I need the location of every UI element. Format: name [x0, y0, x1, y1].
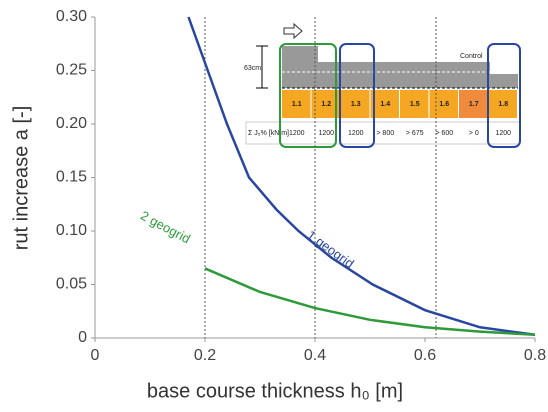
section-label: 1.7	[469, 101, 479, 108]
x-axis-label: base course thickness h₀ [m]	[147, 380, 403, 402]
section-label: 1.4	[380, 101, 390, 108]
stiffness-label: Σ J₅% [kN/m]	[248, 130, 289, 137]
section-label: 1.5	[410, 101, 420, 108]
stiffness-value: 1200	[495, 130, 511, 137]
series-label: 2 geogrid	[138, 208, 193, 247]
x-tick-label: 0.6	[414, 347, 436, 364]
x-tick-label: 0.8	[524, 347, 546, 364]
section-cell	[488, 90, 517, 118]
subgrade-high	[282, 46, 318, 88]
stiffness-value: 1200	[318, 130, 334, 137]
x-tick-label: 0.2	[194, 347, 216, 364]
inset-diagram: 63cm Control Σ J₅% [kN/m] 1.1 1200 1.2 1200…	[244, 22, 521, 148]
y-tick-label: 0.25	[56, 62, 87, 79]
section-label: 1.1	[292, 101, 302, 108]
series-label: 1 geogrid	[304, 227, 357, 271]
subgrade	[318, 62, 518, 88]
stiffness-value: > 800	[376, 130, 394, 137]
control-label: Control	[460, 53, 483, 60]
section-label: 1.6	[439, 101, 449, 108]
section-cell	[282, 90, 311, 118]
x-tick-label: 0.4	[304, 347, 326, 364]
section-cell	[370, 90, 399, 118]
section-cell	[400, 90, 429, 118]
y-tick-label: 0	[78, 329, 87, 346]
section-label: 1.2	[321, 101, 331, 108]
y-axis-label: rut increase a [-]	[10, 106, 32, 251]
section-cell	[459, 90, 488, 118]
section-cell	[341, 90, 370, 118]
geogrid-1-box	[339, 43, 375, 148]
y-tick-label: 0.10	[56, 222, 87, 239]
section-cell	[429, 90, 458, 118]
x-tick-label: 0	[91, 347, 100, 364]
section-label: 1.8	[498, 101, 508, 108]
series-line	[187, 16, 536, 337]
geogrid-2-box	[279, 43, 337, 148]
section-label: 1.3	[351, 101, 361, 108]
stiffness-value: > 600	[435, 130, 453, 137]
depth-label: 63cm	[244, 65, 261, 72]
stiffness-value: 1200	[289, 130, 305, 137]
series-line	[204, 267, 536, 337]
y-tick-label: 0.20	[56, 115, 87, 132]
geogrid-1-box	[487, 43, 521, 148]
y-tick-label: 0.05	[56, 276, 87, 293]
stiffness-value: > 675	[406, 130, 424, 137]
y-tick-label: 0.15	[56, 169, 87, 186]
stiffness-value: > 0	[469, 130, 479, 137]
stiffness-value: 1200	[348, 130, 364, 137]
direction-arrow	[283, 22, 303, 40]
y-tick-label: 0.30	[56, 8, 87, 25]
